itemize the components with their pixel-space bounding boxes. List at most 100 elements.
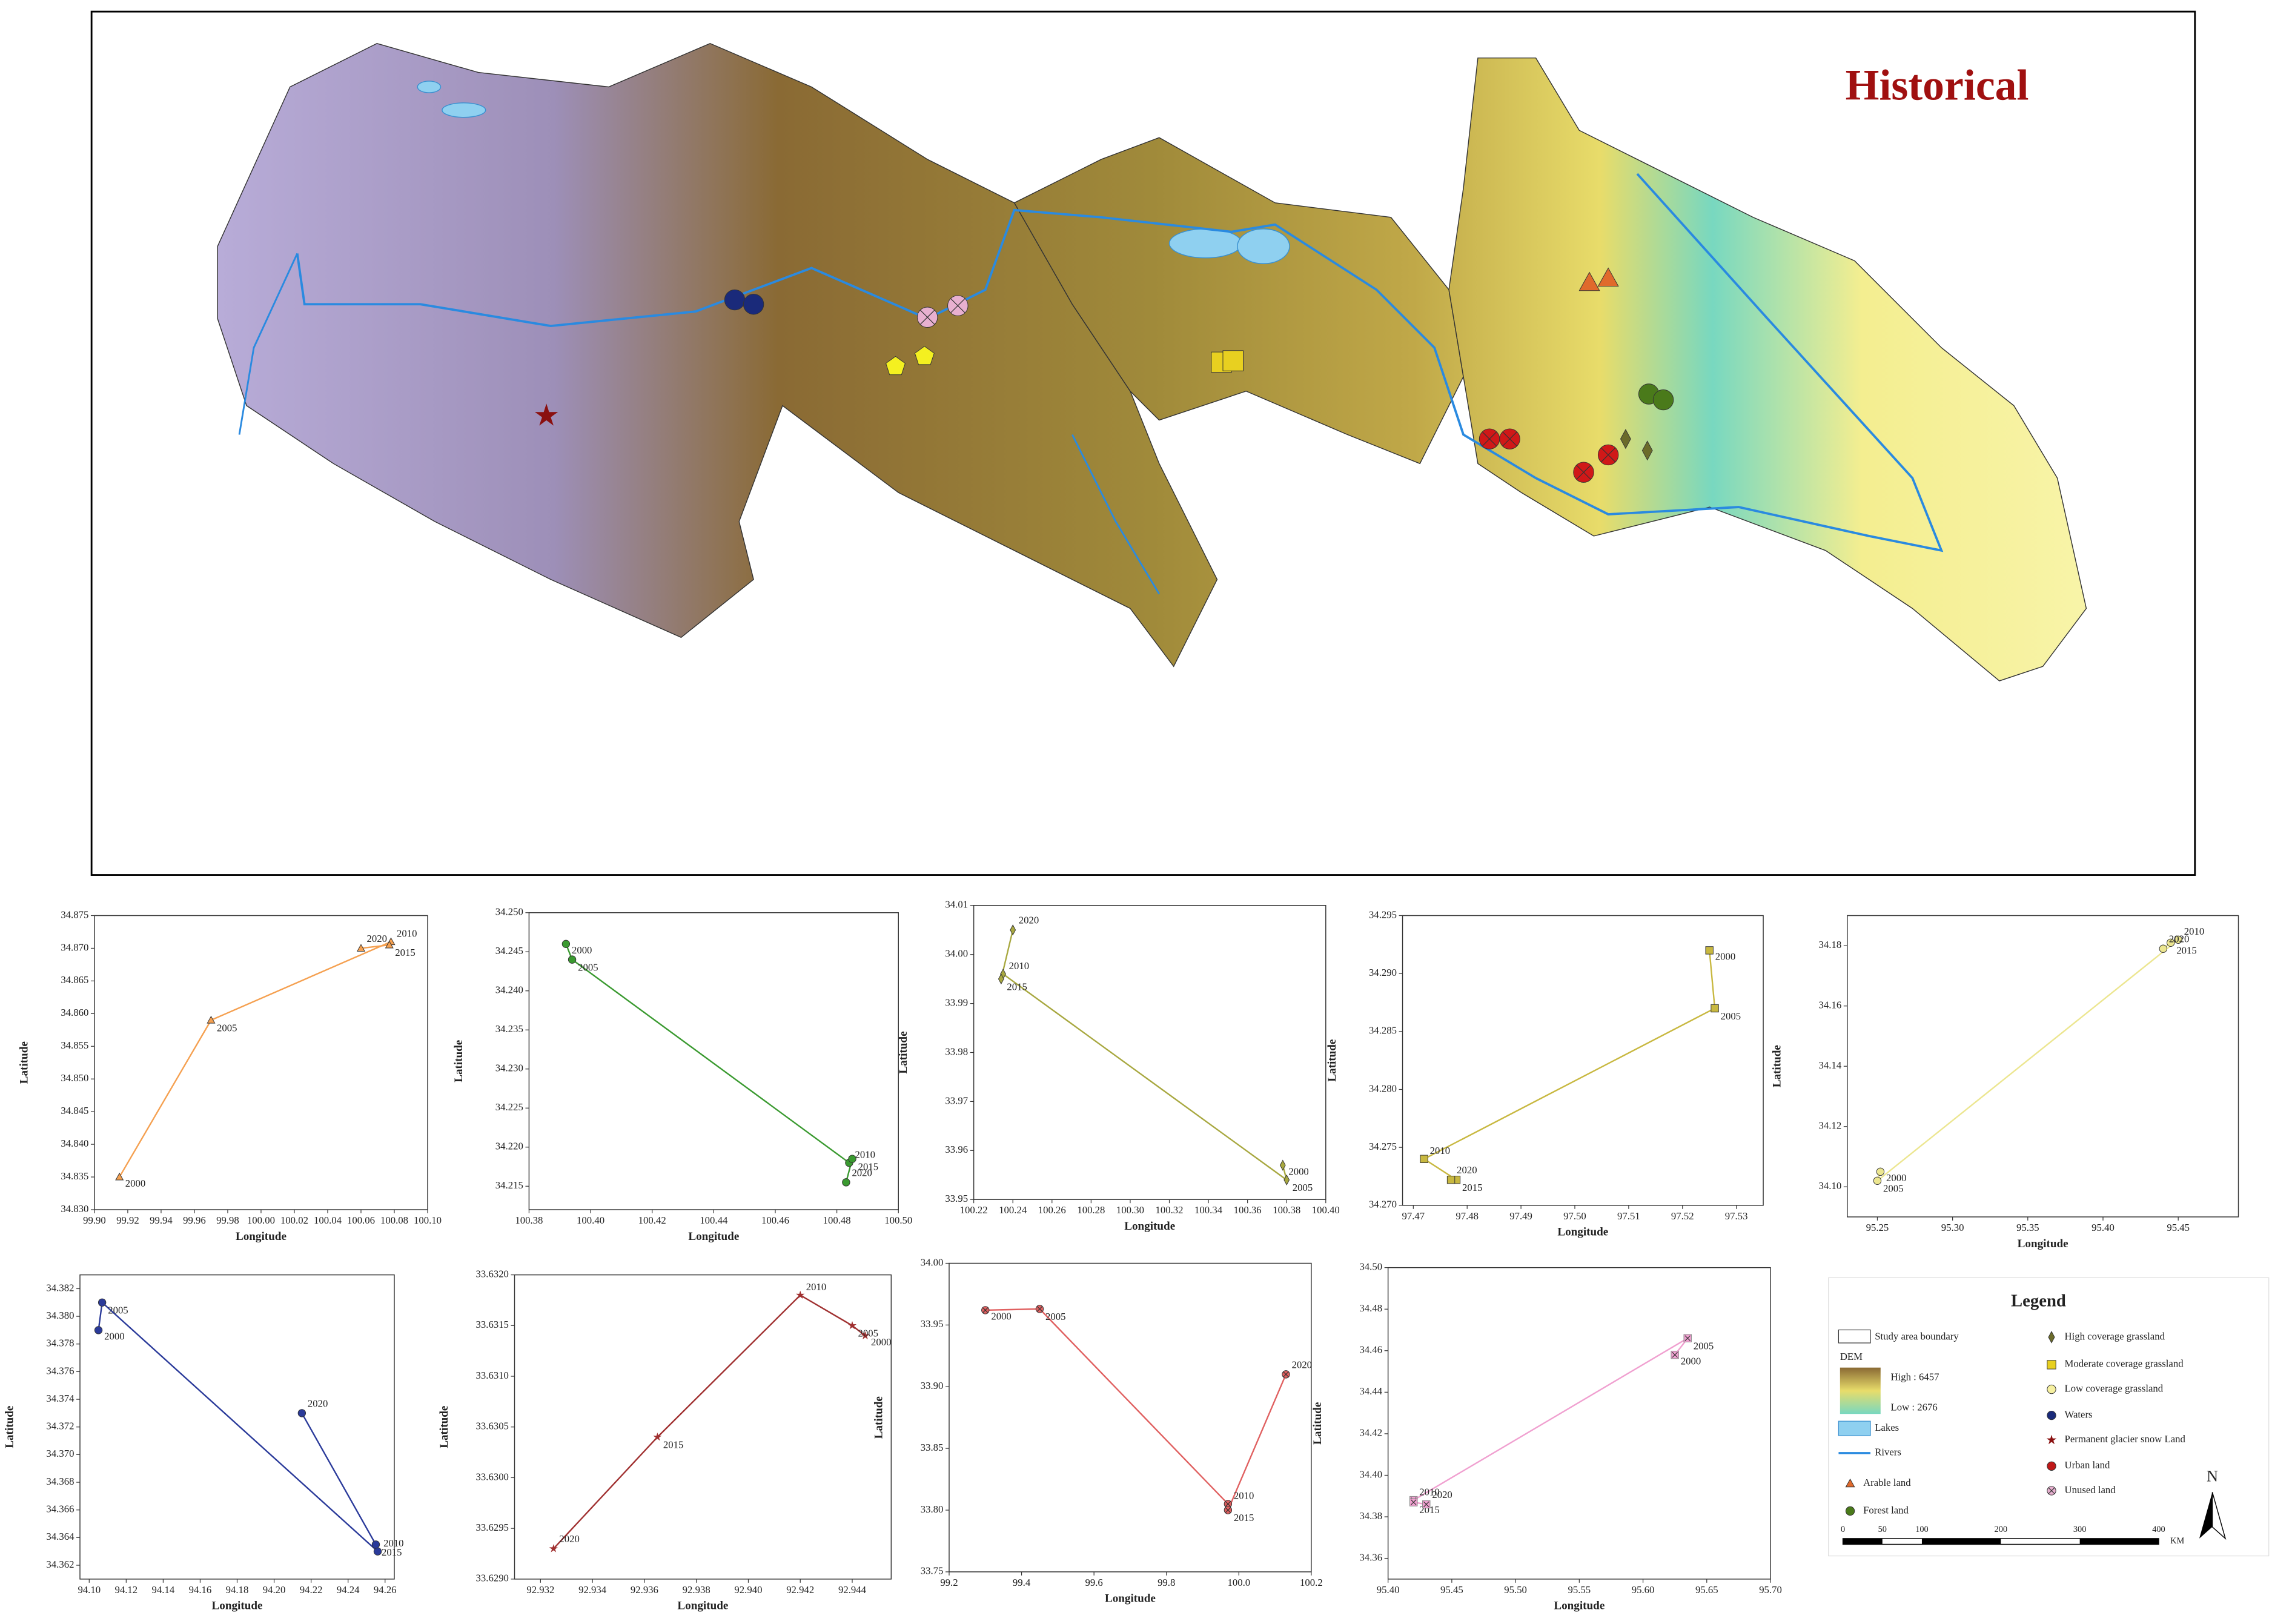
marker-shape bbox=[847, 1321, 857, 1330]
scale-segment bbox=[1921, 1538, 2001, 1545]
marker-shape bbox=[1446, 1176, 1456, 1184]
y-axis-label: Latitude bbox=[873, 1396, 886, 1439]
y-tick-label: 33.6305 bbox=[476, 1420, 509, 1432]
y-tick-label: 34.275 bbox=[1369, 1141, 1397, 1152]
marker-cross bbox=[950, 298, 965, 313]
marker-shape bbox=[1283, 1174, 1290, 1185]
x-tick-label: 100.04 bbox=[314, 1215, 342, 1226]
scale-label: 100 bbox=[1915, 1525, 1929, 1534]
point-label: 2015 bbox=[2176, 944, 2196, 956]
series-line bbox=[98, 1301, 379, 1554]
x-tick-label: 92.934 bbox=[578, 1584, 607, 1596]
point-label: 2015 bbox=[1007, 981, 1027, 992]
y-tick-label: 34.245 bbox=[495, 945, 523, 956]
y-tick-label: 33.98 bbox=[945, 1046, 968, 1057]
y-tick-label: 34.46 bbox=[1359, 1344, 1382, 1356]
x-tick-label: 95.45 bbox=[1440, 1584, 1463, 1596]
point bbox=[94, 1326, 103, 1334]
point bbox=[1873, 1176, 1882, 1185]
x-tick-label: 100.0 bbox=[1227, 1577, 1250, 1588]
y-tick-label: 34.12 bbox=[1819, 1120, 1842, 1132]
marker-shape bbox=[94, 1326, 103, 1334]
x-tick-label: 97.51 bbox=[1617, 1210, 1640, 1222]
x-tick-label: 92.938 bbox=[683, 1584, 710, 1596]
y-tick-label: 34.38 bbox=[1359, 1510, 1382, 1522]
y-tick-label: 34.230 bbox=[495, 1062, 523, 1074]
point-label: 2000 bbox=[1288, 1165, 1308, 1177]
legend-text: DEM bbox=[1840, 1351, 1863, 1362]
series-line bbox=[1422, 950, 1716, 1181]
point-label: 2005 bbox=[1883, 1182, 1903, 1194]
legend-text: Permanent glacier snow Land bbox=[2065, 1433, 2186, 1445]
x-axis-label: Longitude bbox=[236, 1230, 286, 1243]
x-tick-label: 95.40 bbox=[1377, 1584, 1400, 1596]
legend-text: Lakes bbox=[1875, 1422, 1899, 1433]
north-label: N bbox=[2207, 1467, 2218, 1485]
plot-frame bbox=[1387, 1267, 1771, 1580]
x-tick-label: 100.44 bbox=[700, 1215, 728, 1226]
x-tick-label: 100.22 bbox=[960, 1204, 988, 1216]
point-label: 2000 bbox=[125, 1178, 145, 1189]
plot-frame bbox=[528, 912, 899, 1210]
lake bbox=[1237, 228, 1290, 264]
y-tick-label: 34.870 bbox=[61, 941, 88, 953]
series-line bbox=[985, 1308, 1287, 1511]
point bbox=[1224, 1500, 1233, 1508]
marker-shape bbox=[2048, 1331, 2055, 1344]
y-tick-label: 34.295 bbox=[1369, 909, 1397, 920]
y-tick-label: 33.6310 bbox=[476, 1370, 509, 1381]
marker-shape bbox=[98, 1298, 107, 1307]
scale-segment bbox=[2079, 1538, 2159, 1545]
point-label: 2005 bbox=[1045, 1311, 1065, 1322]
map-marker bbox=[1499, 428, 1520, 449]
y-tick-label: 34.364 bbox=[46, 1531, 75, 1542]
map-marker bbox=[1222, 350, 1244, 371]
point-label: 2010 bbox=[855, 1148, 875, 1160]
marker-shape bbox=[1641, 440, 1653, 461]
x-tick-label: 95.35 bbox=[2016, 1222, 2039, 1233]
x-tick-label: 100.2 bbox=[1300, 1577, 1323, 1588]
y-tick-label: 34.382 bbox=[46, 1282, 74, 1293]
series-line bbox=[1413, 1337, 1689, 1505]
point-label: 2020 bbox=[308, 1397, 328, 1409]
map-marker bbox=[1573, 462, 1594, 483]
legend-text: High coverage grassland bbox=[2065, 1330, 2165, 1342]
point bbox=[1224, 1506, 1233, 1514]
point-label: 2020 bbox=[1019, 915, 1039, 926]
marker-cross bbox=[1225, 1501, 1231, 1507]
x-tick-label: 100.48 bbox=[823, 1215, 851, 1226]
marker-shape bbox=[1222, 350, 1244, 371]
point bbox=[981, 1306, 990, 1314]
plot-frame bbox=[79, 1274, 395, 1580]
y-tick-label: 34.42 bbox=[1359, 1427, 1382, 1439]
x-tick-label: 100.42 bbox=[638, 1215, 666, 1226]
x-axis-label: Longitude bbox=[212, 1600, 263, 1612]
point bbox=[1705, 946, 1714, 955]
point-label: 2000 bbox=[1681, 1355, 1701, 1367]
marker-shape bbox=[1652, 389, 1674, 411]
marker-shape bbox=[297, 1409, 306, 1417]
map-marker bbox=[724, 289, 746, 311]
point bbox=[115, 1172, 124, 1181]
y-axis-label: Latitude bbox=[438, 1406, 451, 1448]
marker-shape bbox=[848, 1155, 856, 1163]
y-tick-label: 33.6300 bbox=[476, 1471, 509, 1482]
point bbox=[1876, 1167, 1885, 1176]
marker-shape bbox=[385, 940, 394, 949]
legend-symbol bbox=[2047, 1384, 2056, 1394]
marker-shape bbox=[2174, 935, 2182, 944]
y-tick-label: 34.875 bbox=[61, 909, 88, 920]
marker-shape bbox=[115, 1172, 124, 1181]
y-tick-label: 34.865 bbox=[61, 974, 88, 986]
scale-label: 400 bbox=[2152, 1525, 2165, 1534]
point bbox=[848, 1155, 856, 1163]
point bbox=[568, 955, 577, 964]
x-tick-label: 99.2 bbox=[940, 1577, 958, 1588]
x-tick-label: 100.08 bbox=[380, 1215, 408, 1226]
x-tick-label: 100.30 bbox=[1116, 1204, 1144, 1216]
point bbox=[561, 940, 571, 949]
scale-unit: KM bbox=[2170, 1536, 2184, 1546]
point-label: 2000 bbox=[1886, 1172, 1906, 1184]
y-tick-label: 33.95 bbox=[945, 1193, 968, 1204]
legend-symbol bbox=[1845, 1478, 1855, 1488]
